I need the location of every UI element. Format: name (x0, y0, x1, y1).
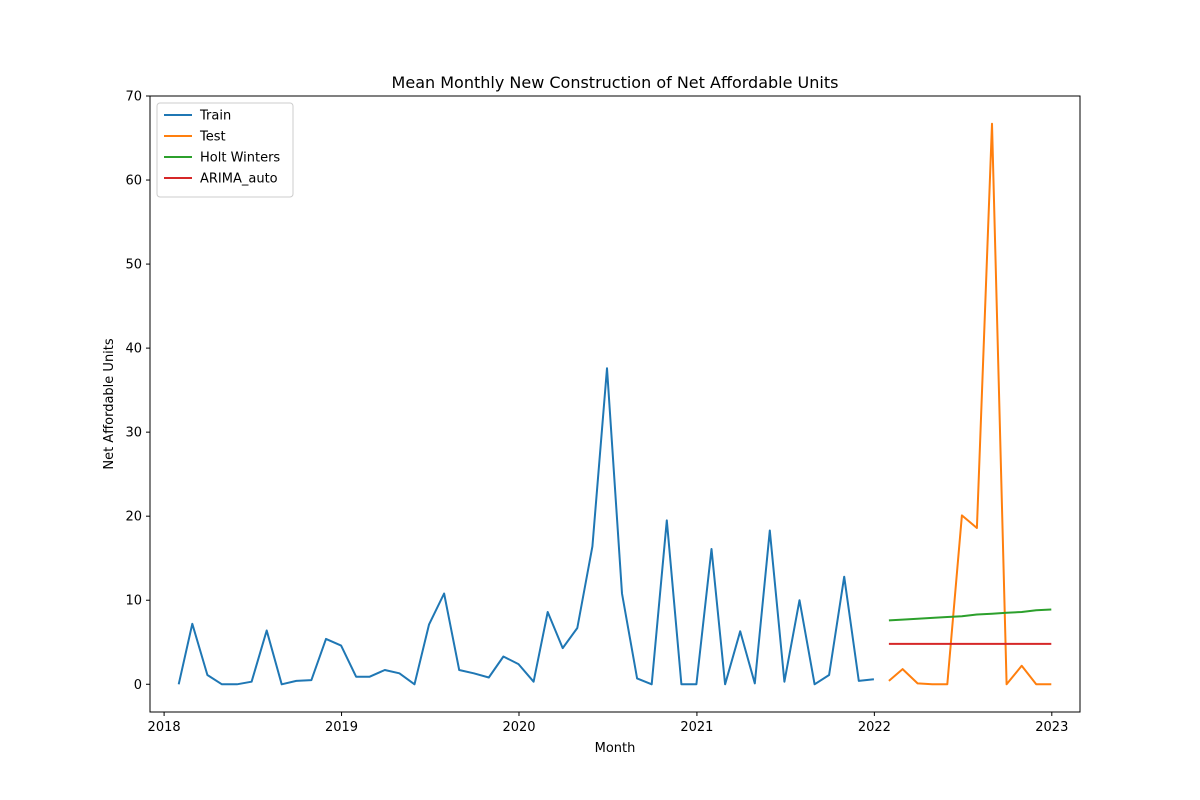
x-axis: 2018 2019 2020 2021 2022 2023 (148, 712, 1068, 735)
y-tick-label: 50 (125, 258, 142, 273)
x-tick-label: 2018 (148, 720, 181, 735)
legend-label: ARIMA_auto (200, 172, 278, 187)
y-tick-label: 60 (125, 174, 142, 189)
x-tick-label: 2020 (502, 720, 535, 735)
legend-label: Holt Winters (200, 151, 280, 166)
y-tick-label: 10 (125, 594, 142, 609)
series-line-test (888, 122, 1052, 686)
series-layer (177, 122, 1052, 686)
y-tick-label: 20 (125, 510, 142, 525)
y-tick-label: 30 (125, 426, 142, 441)
y-axis: 0 10 20 30 40 50 60 70 (125, 90, 150, 693)
x-tick-label: 2021 (680, 720, 713, 735)
y-tick-label: 0 (134, 678, 142, 693)
legend-box (156, 102, 294, 198)
y-tick-label: 70 (125, 90, 142, 105)
y-tick-label: 40 (125, 342, 142, 357)
legend-label: Test (199, 130, 226, 145)
x-tick-label: 2019 (325, 720, 358, 735)
legend-label: Train (199, 109, 231, 124)
y-axis-label: Net Affordable Units (102, 338, 117, 470)
series-line-train (177, 367, 875, 686)
x-tick-label: 2022 (858, 720, 891, 735)
x-tick-label: 2023 (1035, 720, 1068, 735)
chart-title: Mean Monthly New Construction of Net Aff… (392, 73, 839, 92)
plot-frame (149, 95, 1081, 713)
series-line-holt-winters (888, 608, 1052, 622)
legend: Train Test Holt Winters ARIMA_auto (156, 102, 294, 198)
x-axis-label: Month (595, 741, 636, 756)
